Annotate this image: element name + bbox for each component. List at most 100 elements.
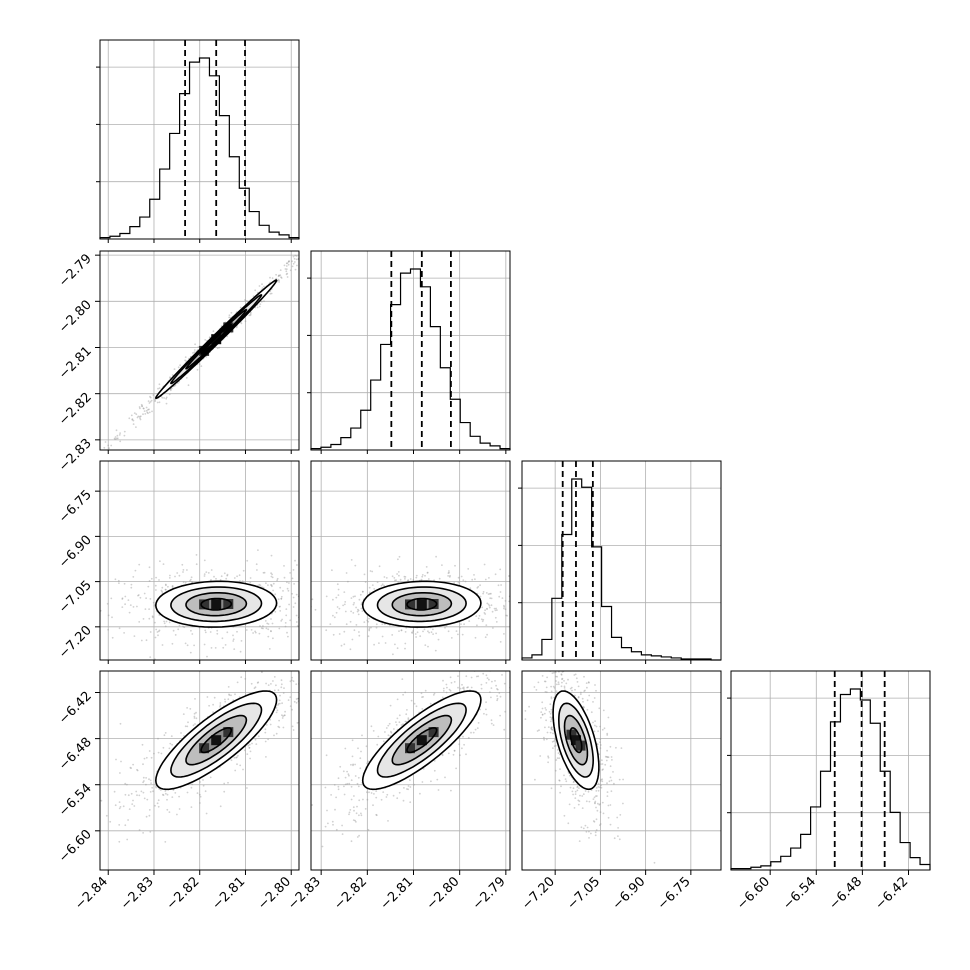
scatter-point [599, 803, 602, 805]
density-core [199, 599, 210, 610]
scatter-point [249, 313, 252, 315]
scatter-point [575, 677, 578, 680]
scatter-point [296, 564, 298, 566]
scatter-point [551, 672, 554, 674]
scatter-point [172, 789, 175, 791]
contour-line [185, 308, 248, 370]
scatter-point [578, 653, 580, 655]
scatter-point [600, 786, 603, 789]
scatter-point [595, 689, 597, 692]
scatter-point [163, 622, 166, 625]
scatter-point [149, 396, 152, 399]
scatter-point [392, 794, 395, 797]
scatter-point [545, 738, 548, 741]
scatter-point [76, 473, 78, 475]
scatter-point [474, 728, 477, 731]
scatter-point [282, 692, 285, 694]
scatter-point [401, 678, 404, 680]
scatter-point [291, 577, 294, 580]
scatter-point [123, 430, 126, 433]
scatter-point [193, 717, 196, 719]
scatter-point [155, 628, 158, 631]
scatter-point [487, 593, 490, 595]
scatter-point [607, 816, 610, 819]
scatter-point [279, 269, 282, 271]
scatter-point [582, 827, 585, 830]
scatter-point [256, 682, 259, 684]
scatter-point [114, 436, 117, 438]
scatter-point [230, 759, 233, 762]
scatter-point [352, 763, 354, 766]
scatter-point [606, 732, 609, 735]
scatter-point [212, 711, 215, 713]
scatter-point [403, 787, 405, 789]
scatter-point [210, 569, 213, 571]
scatter-point [547, 726, 550, 728]
scatter-point [133, 635, 136, 637]
scatter-point [484, 609, 486, 612]
scatter-point [479, 708, 481, 711]
scatter-point [148, 750, 151, 752]
scatter-point [494, 573, 497, 576]
scatter-point [453, 582, 456, 584]
scatter-point [594, 724, 596, 727]
scatter-point [138, 415, 141, 418]
scatter-point [352, 595, 355, 598]
scatter-point [558, 652, 560, 654]
scatter-point [550, 708, 553, 711]
scatter-point [350, 763, 352, 766]
scatter-point [148, 402, 151, 404]
scatter-point [256, 306, 259, 309]
scatter-point [415, 574, 418, 577]
scatter-point [291, 265, 294, 268]
scatter-point [295, 593, 298, 596]
scatter-point [308, 662, 310, 664]
scatter-point [419, 635, 422, 638]
scatter-point [318, 241, 320, 243]
scatter-point [307, 254, 309, 256]
scatter-point [304, 610, 306, 612]
scatter-point [513, 633, 515, 635]
histogram-2 [521, 478, 721, 661]
scatter-point [588, 830, 590, 833]
scatter-point [368, 186, 370, 188]
scatter-point [136, 605, 138, 608]
scatter-point [351, 739, 354, 742]
scatter-point [97, 811, 99, 813]
scatter-point [199, 781, 201, 783]
scatter-point [289, 619, 292, 622]
scatter-point [344, 747, 347, 750]
scatter-point [546, 676, 548, 679]
scatter-point [300, 623, 302, 625]
scatter-point [333, 688, 335, 690]
scatter-point [158, 629, 161, 632]
density-core [211, 599, 222, 610]
scatter-point [375, 813, 378, 816]
contour-line [200, 323, 233, 355]
scatter-point [124, 782, 127, 785]
scatter-point [494, 609, 497, 612]
scatter-point [534, 651, 536, 653]
scatter-point [498, 692, 501, 694]
scatter-point [394, 643, 396, 646]
scatter-point [270, 584, 273, 587]
scatter-point [297, 697, 299, 700]
scatter-point [433, 692, 436, 695]
scatter-point [301, 666, 303, 668]
scatter-point [335, 673, 337, 675]
scatter-point [286, 631, 288, 634]
scatter-point [273, 689, 276, 692]
scatter-point [148, 814, 151, 817]
scatter-point [581, 795, 584, 797]
scatter-point [162, 794, 165, 796]
scatter-point [604, 755, 607, 758]
scatter-point [545, 719, 547, 722]
scatter-point [510, 591, 512, 593]
scatter-point [574, 694, 576, 697]
scatter-point [344, 610, 347, 613]
scatter-point [156, 631, 159, 633]
scatter-point [578, 787, 580, 789]
scatter-point [350, 779, 353, 782]
scatter-point [404, 647, 406, 650]
scatter-point [267, 635, 270, 638]
